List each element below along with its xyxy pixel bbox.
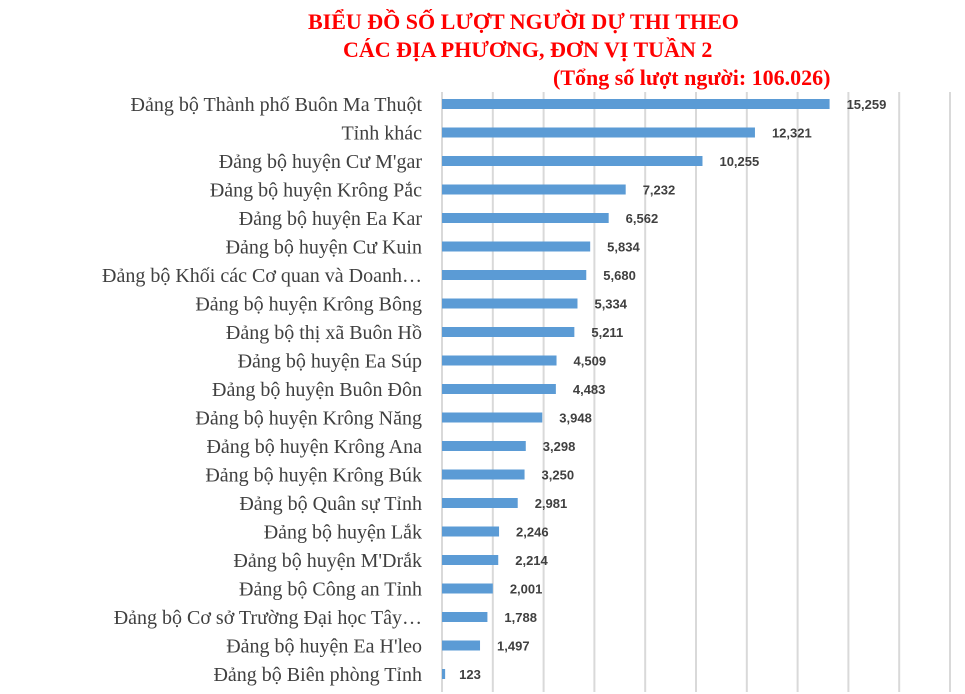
bar <box>442 298 578 309</box>
category-label: Đảng bộ huyện Cư Kuin <box>226 237 422 259</box>
bar <box>442 441 526 451</box>
category-label: Đảng bộ huyện Ea H'leo <box>226 636 422 658</box>
bar <box>442 498 518 508</box>
category-label: Đảng bộ Khối các Cơ quan và Doanh… <box>102 265 422 287</box>
category-label: Đảng bộ Thành phố Buôn Ma Thuột <box>131 94 423 116</box>
bar <box>442 669 446 679</box>
category-label: Đảng bộ huyện Cư M'gar <box>219 151 423 173</box>
bar <box>442 241 591 252</box>
chart-title-line-2: CÁC ĐỊA PHƯƠNG, ĐƠN VỊ TUẦN 2 <box>343 37 713 62</box>
bar <box>442 213 609 223</box>
bar <box>442 355 557 366</box>
category-label: Đảng bộ Quân sự Tỉnh <box>239 493 422 515</box>
category-label: Đảng bộ huyện Krông Năng <box>195 408 422 430</box>
data-label: 6,562 <box>626 211 659 226</box>
data-label: 12,321 <box>772 126 812 141</box>
data-label: 15,259 <box>847 97 887 112</box>
bar <box>442 640 481 651</box>
data-label: 3,948 <box>559 411 592 426</box>
bar <box>442 555 499 565</box>
data-label: 2,001 <box>510 582 543 597</box>
category-label: Đảng bộ Công an Tỉnh <box>239 579 422 601</box>
category-label: Đảng bộ huyện Lắk <box>264 522 422 544</box>
data-label: 3,298 <box>543 439 576 454</box>
data-label: 7,232 <box>643 183 676 198</box>
bar <box>442 184 626 195</box>
data-label: 5,834 <box>607 240 640 255</box>
bar <box>442 412 543 423</box>
bar <box>442 583 493 594</box>
bar <box>442 270 587 280</box>
bar <box>442 99 830 109</box>
category-label: Đảng bộ huyện Ea Súp <box>238 351 422 373</box>
bar <box>442 526 500 537</box>
category-label: Đảng bộ huyện Ea Kar <box>239 208 423 230</box>
category-label: Đảng bộ Cơ sở Trường Đại học Tây… <box>114 607 422 629</box>
category-label: Tỉnh khác <box>341 123 422 145</box>
data-label: 2,981 <box>535 496 568 511</box>
category-label: Đảng bộ huyện Buôn Đôn <box>212 379 422 401</box>
bar <box>442 156 703 166</box>
data-label: 3,250 <box>542 468 575 483</box>
data-label: 2,214 <box>515 553 548 568</box>
category-label: Đảng bộ huyện Krông Búk <box>205 465 422 487</box>
data-label: 1,788 <box>504 610 537 625</box>
bar <box>442 327 575 337</box>
category-label: Đảng bộ huyện Krông Pắc <box>210 180 422 202</box>
bar <box>442 127 755 138</box>
data-label: 5,334 <box>594 297 627 312</box>
bar <box>442 612 488 622</box>
data-label: 4,483 <box>573 382 606 397</box>
data-label: 5,680 <box>603 268 636 283</box>
data-label: 5,211 <box>591 325 623 340</box>
bar <box>442 384 556 394</box>
category-label: Đảng bộ Biên phòng Tỉnh <box>213 664 422 686</box>
category-label: Đảng bộ thị xã Buôn Hồ <box>226 322 422 344</box>
bar <box>442 469 525 480</box>
chart-title-line-1: BIỂU ĐỒ SỐ LƯỢT NGƯỜI DỰ THI THEO <box>308 9 739 34</box>
data-label: 123 <box>459 667 481 682</box>
category-label: Đảng bộ huyện Krông Ana <box>206 436 422 458</box>
chart-subtitle-total: (Tổng số lượt người: 106.026) <box>553 65 831 90</box>
category-label: Đảng bộ huyện Krông Bông <box>195 294 422 316</box>
data-label: 2,246 <box>516 525 549 540</box>
data-label: 1,497 <box>497 639 530 654</box>
data-label: 4,509 <box>574 354 607 369</box>
data-label: 10,255 <box>719 154 759 169</box>
category-label: Đảng bộ huyện M'Drắk <box>233 550 422 572</box>
